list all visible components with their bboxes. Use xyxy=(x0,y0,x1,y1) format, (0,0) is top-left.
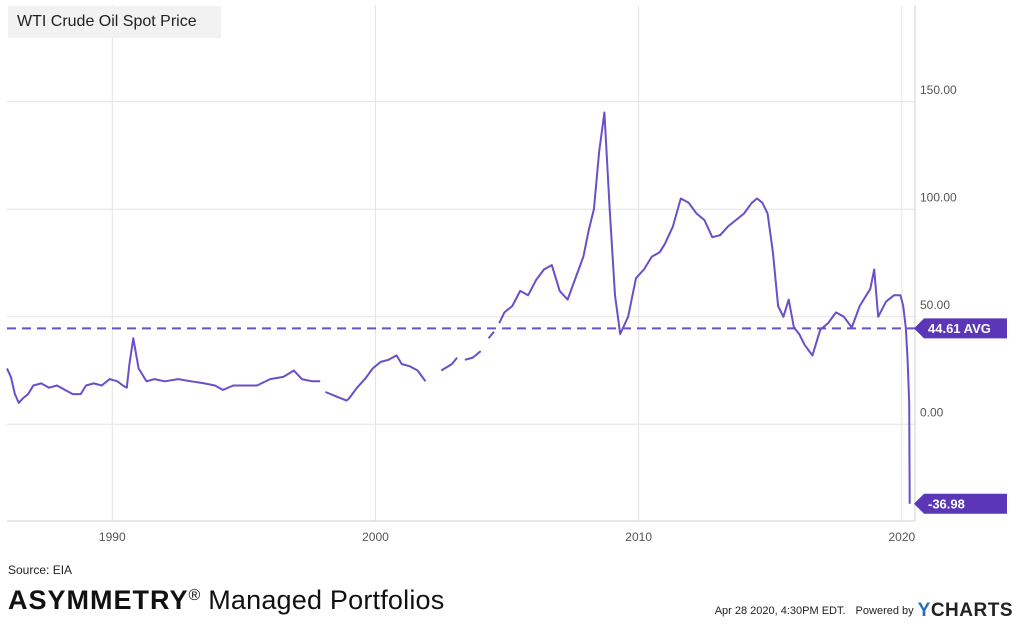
series-line xyxy=(464,350,482,361)
y-tick-label: 150.00 xyxy=(920,83,957,97)
series-line xyxy=(6,337,321,404)
brand-logo: ASYMMETRY® Managed Portfolios xyxy=(8,585,444,616)
average-label-bg xyxy=(914,318,1007,339)
ycharts-logo[interactable]: YCHARTS xyxy=(918,600,1013,622)
average-label-text: 44.61 AVG xyxy=(928,321,991,336)
y-tick-label: 0.00 xyxy=(920,405,944,419)
x-tick-label: 1990 xyxy=(99,530,126,544)
grid-lines xyxy=(7,5,916,522)
x-tick-label: 2000 xyxy=(362,530,389,544)
average-label: 44.61 AVG xyxy=(914,318,1007,339)
value-markers: 44.61 AVG -36.98 xyxy=(914,318,1007,514)
x-tick-label: 2010 xyxy=(625,530,652,544)
x-tick-label: 2020 xyxy=(888,530,915,544)
ycharts-logo-y: Y xyxy=(917,600,931,621)
last-value-label-bg xyxy=(914,493,1007,514)
source-note: Source: EIA xyxy=(8,563,73,577)
tick-labels: 0.00 50.00 100.00 150.00 1990 2000 2010 2020 xyxy=(99,83,957,544)
brand-tagline: Managed Portfolios xyxy=(200,585,445,615)
series-line xyxy=(440,356,458,372)
brand-registered-mark: ® xyxy=(188,587,201,604)
series-line xyxy=(325,354,427,402)
y-tick-label: 50.00 xyxy=(920,298,950,312)
powered-by-label: Powered by xyxy=(855,605,914,617)
series-layer xyxy=(6,111,911,504)
series-line xyxy=(498,111,911,504)
last-value-label: -36.98 xyxy=(914,493,1007,514)
brand-name: ASYMMETRY xyxy=(8,585,189,615)
last-value-label-text: -36.98 xyxy=(928,496,965,511)
ycharts-logo-text: CHARTS xyxy=(930,600,1013,621)
chart-title: WTI Crude Oil Spot Price xyxy=(8,6,221,38)
chart-canvas: 0.00 50.00 100.00 150.00 1990 2000 2010 2020 44… xyxy=(6,5,1007,544)
series-line xyxy=(487,331,495,339)
powered-by[interactable]: Powered by YCHARTS xyxy=(856,600,1013,622)
footer: Apr 28 2020, 4:30PM EDT. Powered by YCHA… xyxy=(715,600,1013,622)
timestamp: Apr 28 2020, 4:30PM EDT. xyxy=(714,605,846,617)
y-tick-label: 100.00 xyxy=(920,190,957,204)
